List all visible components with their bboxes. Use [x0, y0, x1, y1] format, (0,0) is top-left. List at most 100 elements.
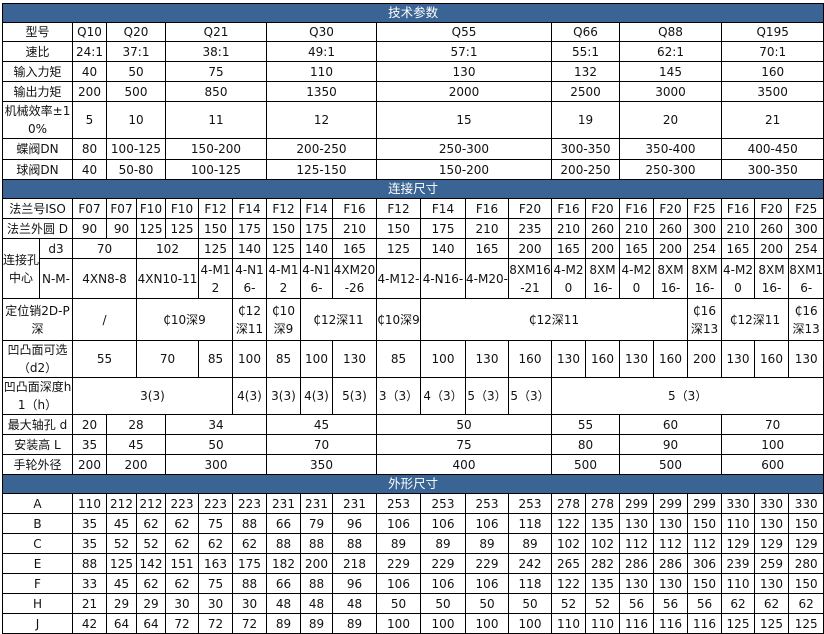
- table-cell: F12: [376, 198, 421, 219]
- row-label: 手轮外径: [2, 454, 73, 475]
- row-label: 法兰外圆 D: [2, 218, 73, 239]
- table-cell: 130: [551, 340, 586, 378]
- table-cell: 200: [754, 238, 789, 259]
- section-header-row: 技术参数: [1, 3, 824, 23]
- table-cell: 106: [376, 573, 421, 594]
- table-cell: ₵10深9: [266, 298, 301, 341]
- table-cell: 4(3): [232, 377, 267, 415]
- table-cell: 135: [585, 513, 620, 534]
- table-cell: 72: [198, 613, 233, 634]
- table-cell: 278: [585, 493, 620, 514]
- table-cell: 500: [106, 81, 166, 102]
- table-cell: 4XN8-8: [72, 258, 137, 299]
- table-cell: 40: [72, 61, 107, 82]
- table-cell: 150: [687, 513, 722, 534]
- table-cell: 62: [198, 533, 233, 554]
- table-cell: 12: [266, 101, 377, 139]
- table-cell: F12: [198, 198, 233, 219]
- table-cell: ₵16深13: [687, 298, 722, 341]
- table-cell: 200: [106, 454, 166, 475]
- table-cell: 88: [232, 513, 267, 534]
- table-cell: 5(3): [332, 377, 377, 415]
- table-cell: 500: [619, 454, 722, 475]
- table-cell: 102: [551, 533, 586, 554]
- table-cell: 56: [619, 593, 654, 614]
- table-cell: ₵12深11: [420, 298, 688, 341]
- table-cell: 239: [721, 553, 755, 574]
- table-cell: 3(3): [72, 377, 233, 415]
- table-cell: 200: [508, 238, 552, 259]
- table-cell: 200: [687, 340, 722, 378]
- table-cell: F14: [420, 198, 466, 219]
- table-cell: 62: [721, 593, 755, 614]
- table-row: 凹凸面深度h1（h） 3(3) 4(3) 3(3) 4(3) 5(3) 3（3） 4（3） 5（…: [2, 377, 824, 415]
- spec-table: 技术参数 型号 Q10 Q20 Q21 Q30 Q55 Q66 Q88 Q195 速比 24:1 37:…: [1, 3, 824, 634]
- table-cell: 45: [266, 414, 377, 435]
- table-cell: 160: [653, 340, 688, 378]
- table-cell: 160: [720, 61, 824, 82]
- table-cell: 5（3）: [550, 377, 824, 415]
- table-cell: 100: [465, 613, 509, 634]
- table-cell: 80: [551, 434, 620, 455]
- table-cell: 218: [332, 553, 377, 574]
- table-cell: 145: [619, 61, 722, 82]
- table-cell: 350-400: [619, 138, 722, 160]
- table-cell: 88: [332, 533, 377, 554]
- table-cell: 52: [585, 593, 620, 614]
- table-cell: 5（3）: [508, 377, 552, 415]
- table-cell: 35: [72, 533, 107, 554]
- table-cell: 62: [136, 573, 166, 594]
- table-cell: 4-M20: [721, 258, 755, 299]
- table-cell: 229: [465, 553, 509, 574]
- table-cell: 52: [136, 533, 166, 554]
- table-cell: F20: [653, 198, 688, 219]
- table-cell: 52: [106, 533, 137, 554]
- table-cell: ₵16深13: [787, 298, 824, 341]
- table-cell: 223: [232, 493, 267, 514]
- table-cell: 48: [300, 593, 333, 614]
- table-cell: 229: [376, 553, 421, 574]
- table-cell: 48: [266, 593, 301, 614]
- table-cell: 79: [300, 513, 333, 534]
- table-cell: 280: [787, 553, 824, 574]
- table-cell: 100-125: [106, 138, 166, 160]
- table-cell: 11: [165, 101, 267, 139]
- table-cell: 125: [136, 218, 166, 239]
- table-cell: F12: [266, 198, 301, 219]
- table-cell: 125: [721, 613, 755, 634]
- table-cell: 182: [266, 553, 301, 574]
- table-row: 输出力矩 200 500 850 1350 2000 2500 3000 3500: [2, 81, 824, 102]
- table-cell: 330: [754, 493, 789, 514]
- table-cell: 200: [300, 553, 333, 574]
- row-label: 输入力矩: [2, 61, 73, 82]
- table-cell: 210: [619, 218, 654, 239]
- row-label: 机械效率±10%: [2, 101, 73, 139]
- table-cell: 130: [721, 340, 755, 378]
- table-cell: F16: [551, 198, 586, 219]
- table-cell: 10: [106, 101, 166, 139]
- table-cell: 151: [165, 553, 199, 574]
- table-cell: 110: [721, 573, 755, 594]
- table-cell: 150-200: [165, 138, 267, 160]
- table-cell: 49:1: [266, 41, 377, 62]
- table-cell: 100: [720, 434, 824, 455]
- table-cell: 125-150: [266, 159, 377, 180]
- row-label: A: [2, 493, 73, 514]
- table-cell: 89: [508, 533, 552, 554]
- table-cell: 102: [136, 238, 199, 259]
- table-cell: 100: [232, 340, 267, 378]
- row-sub-label: d3: [39, 238, 73, 259]
- table-cell: 90: [72, 218, 107, 239]
- table-cell: 50: [420, 593, 466, 614]
- table-row: 球阀DN 40 50-80 100-125 125-150 150-200 200-250 2…: [2, 159, 824, 180]
- table-cell: 100: [376, 613, 421, 634]
- table-cell: 60: [619, 414, 722, 435]
- table-cell: F10: [136, 198, 166, 219]
- table-cell: 4-M20-: [465, 258, 509, 299]
- table-cell: 130: [754, 513, 789, 534]
- table-cell: 231: [266, 493, 301, 514]
- table-row: F 33 45 62 62 75 88 66 88 96 106 106 106 118 122 135 130…: [2, 573, 824, 594]
- table-cell: 253: [376, 493, 421, 514]
- table-cell: F07: [72, 198, 107, 219]
- table-row: E 88 125 142 151 163 175 182 200 218 229 229 229 242 2…: [2, 553, 824, 574]
